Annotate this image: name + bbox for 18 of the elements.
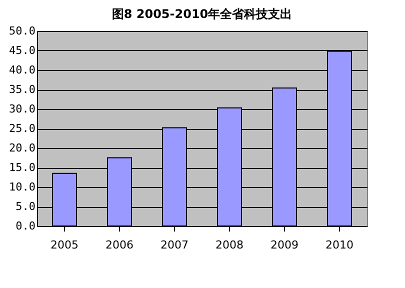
x-tick-label: 2008: [216, 238, 244, 252]
x-tick-label: 2009: [270, 238, 298, 252]
y-tick-label: 45.0: [9, 44, 36, 57]
x-tick-label: 2006: [106, 238, 134, 252]
y-tick-label: 10.0: [9, 180, 36, 194]
y-tick-label: 0.0: [16, 220, 36, 232]
y-tick-label: 25.0: [9, 122, 36, 135]
y-tick-label: 50.0: [9, 24, 36, 38]
y-tick-label: 40.0: [9, 64, 36, 76]
y-tick-label: 20.0: [9, 142, 36, 154]
y-tick-label: 35.0: [9, 83, 36, 96]
x-tick-label: 2005: [50, 238, 78, 252]
x-tick-label: 2007: [160, 238, 188, 252]
x-tick-label: 2010: [326, 238, 354, 252]
chart-title: 图8 2005-2010年全省科技支出: [112, 7, 292, 21]
y-tick-label: 5.0: [16, 200, 36, 213]
y-tick-label: 30.0: [9, 102, 36, 116]
y-tick-label: 15.0: [9, 161, 36, 174]
